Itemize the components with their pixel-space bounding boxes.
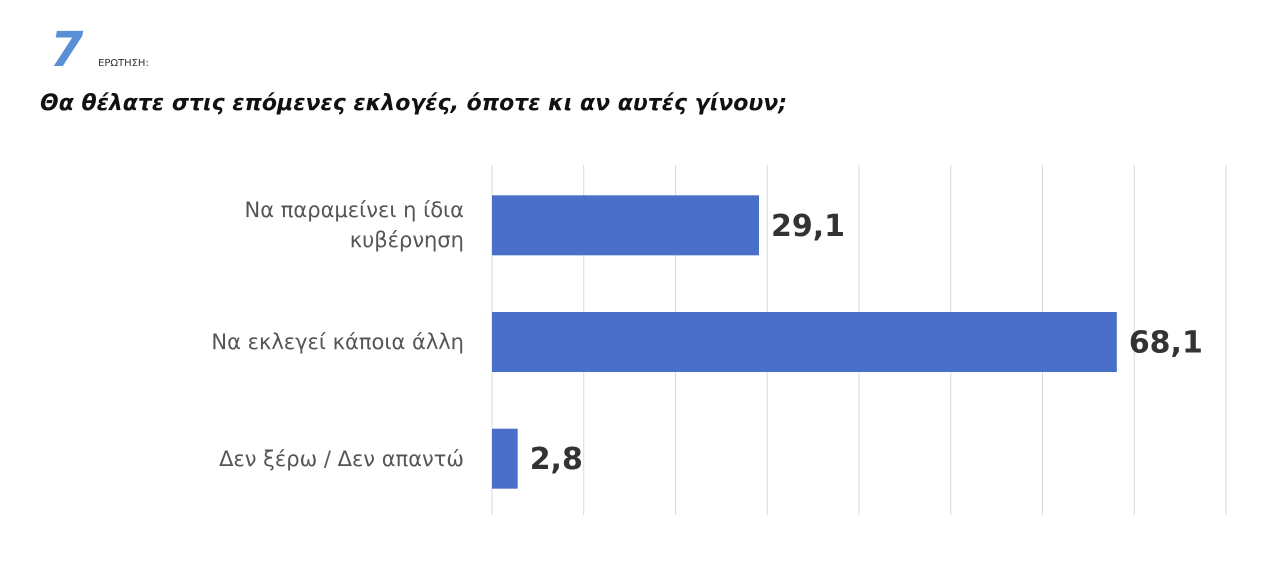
- question-label: ΕΡΩΤΗΣΗ:: [98, 58, 149, 69]
- value-label: 29,1: [771, 209, 845, 244]
- value-label: 2,8: [530, 442, 583, 477]
- value-label: 68,1: [1129, 326, 1203, 361]
- category-label: Να παραμείνει η ίδια κυβέρνηση: [244, 198, 464, 253]
- logo: 7: [50, 22, 84, 78]
- category-label: Να εκλεγεί κάποια άλλη: [211, 330, 464, 354]
- bar: [492, 428, 518, 489]
- chart-title: Θα θέλατε στις επόμενες εκλογές, όποτε κ…: [40, 91, 788, 116]
- bar: [492, 312, 1117, 372]
- category-label: Δεν ξέρω / Δεν απαντώ: [219, 446, 464, 471]
- bar: [492, 195, 759, 256]
